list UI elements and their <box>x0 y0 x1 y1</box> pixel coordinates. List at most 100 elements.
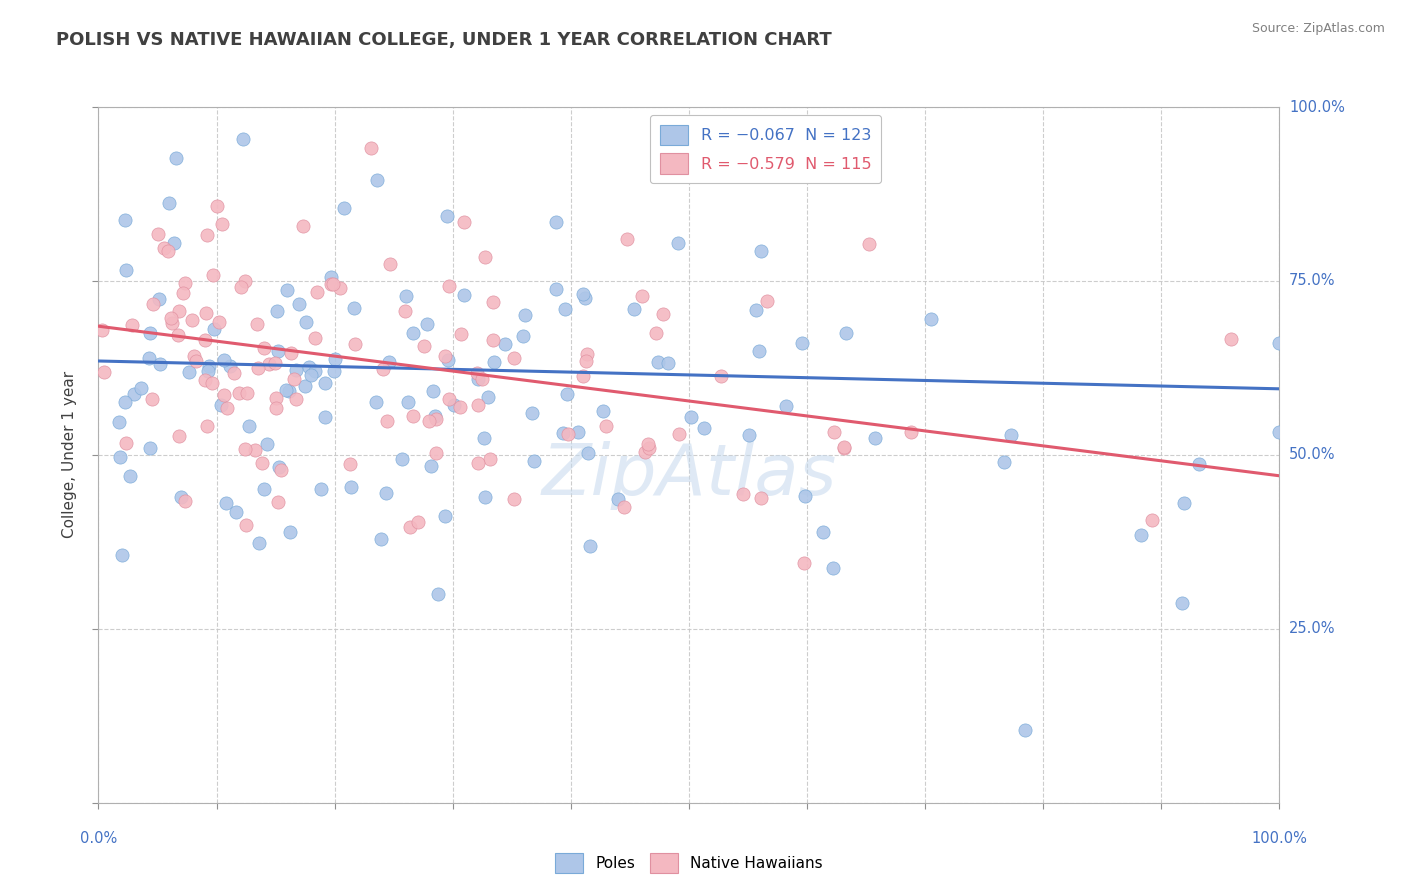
Point <box>339 480 361 494</box>
Text: 25.0%: 25.0% <box>1289 622 1336 636</box>
Point <box>198 359 221 373</box>
Point <box>157 196 180 211</box>
Point <box>793 556 815 570</box>
Point <box>243 442 266 457</box>
Text: 75.0%: 75.0% <box>1289 274 1336 288</box>
Point <box>236 386 259 401</box>
Point <box>378 355 401 369</box>
Point <box>482 295 505 310</box>
Point <box>1188 457 1211 471</box>
Point <box>436 353 458 368</box>
Point <box>146 227 169 241</box>
Point <box>370 532 392 546</box>
Point <box>172 285 194 300</box>
Point <box>375 414 398 428</box>
Point <box>1129 527 1152 541</box>
Point <box>211 217 233 231</box>
Legend: Poles, Native Hawaiians: Poles, Native Hawaiians <box>550 847 828 879</box>
Point <box>233 274 256 288</box>
Point <box>170 491 193 505</box>
Point <box>553 426 575 441</box>
Point <box>329 280 352 294</box>
Point <box>266 343 288 358</box>
Point <box>835 326 858 340</box>
Point <box>229 280 252 294</box>
Point <box>523 453 546 467</box>
Point <box>467 366 489 380</box>
Point <box>222 366 245 380</box>
Point <box>592 404 614 418</box>
Point <box>1014 723 1036 737</box>
Point <box>572 287 595 301</box>
Point <box>323 351 346 366</box>
Point <box>202 268 225 282</box>
Point <box>270 463 292 477</box>
Point <box>139 326 162 340</box>
Point <box>638 441 661 455</box>
Point <box>479 451 502 466</box>
Point <box>402 326 425 340</box>
Point <box>576 347 599 361</box>
Point <box>292 219 315 233</box>
Point <box>167 429 190 443</box>
Point <box>360 140 382 154</box>
Point <box>129 381 152 395</box>
Point <box>276 384 298 398</box>
Point <box>738 428 761 442</box>
Point <box>91 322 114 336</box>
Point <box>749 244 772 259</box>
Point <box>93 365 115 379</box>
Point <box>644 326 666 340</box>
Point <box>418 414 440 428</box>
Point <box>233 442 256 456</box>
Point <box>574 291 596 305</box>
Point <box>252 456 274 470</box>
Point <box>467 456 489 470</box>
Point <box>482 355 505 369</box>
Point <box>139 441 162 455</box>
Point <box>437 392 460 406</box>
Point <box>280 346 302 360</box>
Text: POLISH VS NATIVE HAWAIIAN COLLEGE, UNDER 1 YEAR CORRELATION CHART: POLISH VS NATIVE HAWAIIAN COLLEGE, UNDER… <box>56 31 832 49</box>
Point <box>323 364 346 378</box>
Point <box>343 301 366 316</box>
Point <box>775 400 797 414</box>
Point <box>153 241 176 255</box>
Point <box>160 316 183 330</box>
Text: ZipAtlas: ZipAtlas <box>541 442 837 510</box>
Point <box>167 328 190 343</box>
Point <box>408 515 430 529</box>
Point <box>1140 513 1163 527</box>
Point <box>1000 427 1022 442</box>
Point <box>453 288 475 302</box>
Point <box>253 341 276 355</box>
Point <box>304 331 326 345</box>
Point <box>399 520 422 534</box>
Point <box>121 318 143 333</box>
Point <box>631 289 654 303</box>
Point <box>450 326 472 341</box>
Point <box>305 285 328 299</box>
Point <box>811 524 834 539</box>
Point <box>149 357 172 371</box>
Point <box>304 363 326 377</box>
Point <box>503 492 526 507</box>
Point <box>266 303 288 318</box>
Point <box>256 437 278 451</box>
Point <box>436 209 458 223</box>
Point <box>1173 496 1195 510</box>
Point <box>157 244 180 259</box>
Point <box>634 445 657 459</box>
Point <box>232 132 254 146</box>
Point <box>179 365 201 379</box>
Text: 50.0%: 50.0% <box>1289 448 1336 462</box>
Point <box>595 419 617 434</box>
Point <box>246 361 269 376</box>
Text: 100.0%: 100.0% <box>1251 830 1308 846</box>
Point <box>264 401 287 415</box>
Point <box>364 395 387 409</box>
Point <box>298 359 321 374</box>
Point <box>832 441 855 455</box>
Point <box>482 333 505 347</box>
Point <box>453 215 475 229</box>
